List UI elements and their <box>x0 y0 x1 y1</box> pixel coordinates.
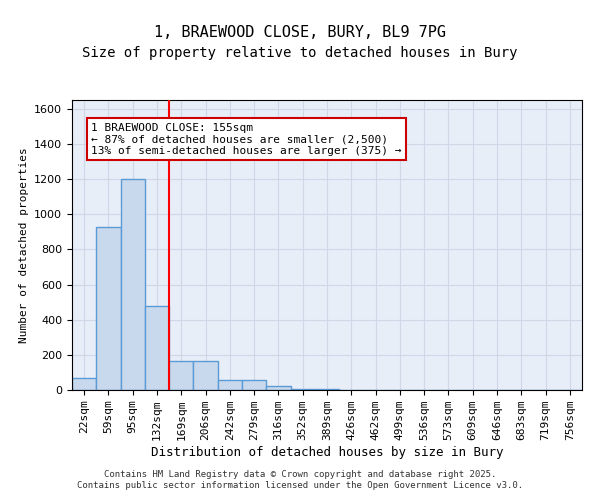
Bar <box>315 389 339 390</box>
X-axis label: Distribution of detached houses by size in Bury: Distribution of detached houses by size … <box>151 446 503 459</box>
Y-axis label: Number of detached properties: Number of detached properties <box>19 147 29 343</box>
Bar <box>72 378 96 390</box>
Bar <box>121 179 145 390</box>
Text: Contains HM Land Registry data © Crown copyright and database right 2025.
Contai: Contains HM Land Registry data © Crown c… <box>77 470 523 490</box>
Bar <box>242 380 266 390</box>
Text: Size of property relative to detached houses in Bury: Size of property relative to detached ho… <box>82 46 518 60</box>
Bar <box>290 389 315 390</box>
Bar <box>193 361 218 390</box>
Text: 1 BRAEWOOD CLOSE: 155sqm
← 87% of detached houses are smaller (2,500)
13% of sem: 1 BRAEWOOD CLOSE: 155sqm ← 87% of detach… <box>91 123 402 156</box>
Bar <box>169 361 193 390</box>
Bar <box>96 226 121 390</box>
Bar <box>266 386 290 390</box>
Text: 1, BRAEWOOD CLOSE, BURY, BL9 7PG: 1, BRAEWOOD CLOSE, BURY, BL9 7PG <box>154 25 446 40</box>
Bar <box>218 380 242 390</box>
Bar <box>145 306 169 390</box>
